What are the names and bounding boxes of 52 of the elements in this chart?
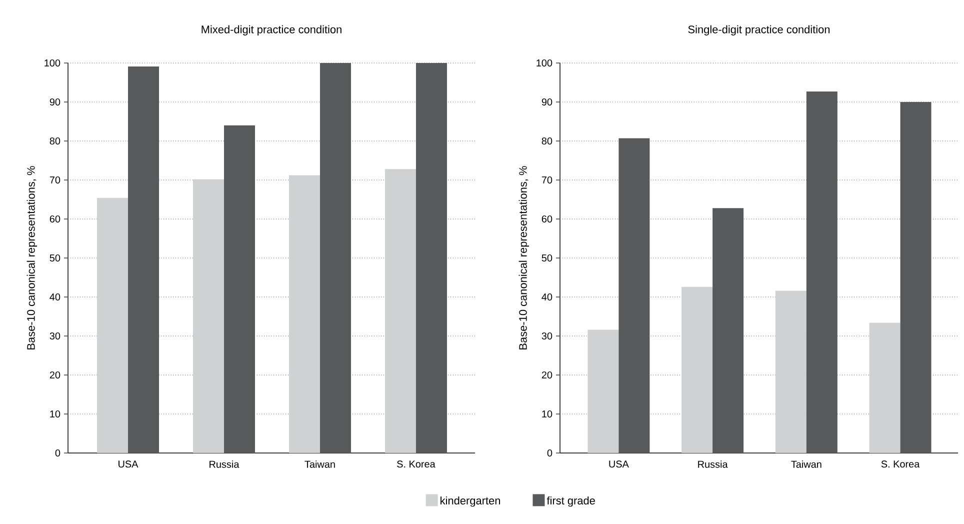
bar: [775, 290, 806, 453]
y-tick-label: 70: [50, 176, 60, 184]
chart-title: Mixed-digit practice condition: [202, 25, 342, 36]
y-tick-label: 50: [542, 254, 552, 262]
y-tick-label: 0: [55, 449, 60, 457]
y-tick-label: 100: [536, 59, 552, 67]
y-tick-label: 20: [542, 371, 552, 379]
bar: [384, 169, 416, 453]
x-tick-label: USA: [118, 460, 138, 468]
y-tick-label: 40: [50, 293, 60, 301]
bar: [192, 179, 224, 453]
y-axis-title: Base-10 canonical representations, %: [518, 166, 530, 350]
y-tick-label: 30: [50, 332, 60, 340]
y-tick-label: 10: [50, 410, 60, 418]
y-tick-label: 60: [50, 215, 60, 223]
y-tick-label: 30: [542, 332, 552, 340]
bar: [806, 91, 838, 453]
x-tick-label: Taiwan: [304, 460, 335, 468]
bar: [97, 198, 128, 453]
y-tick-label: 100: [44, 59, 60, 67]
x-tick-label: Russia: [210, 460, 240, 468]
x-tick-label: S. Korea: [881, 460, 920, 468]
y-tick-label: 40: [542, 293, 552, 301]
bar: [682, 286, 713, 453]
y-tick-label: 60: [542, 215, 552, 223]
chart-title: Single-digit practice condition: [688, 25, 830, 36]
bar: [712, 208, 744, 453]
y-tick-label: 90: [542, 98, 552, 106]
y-tick-label: 90: [50, 98, 60, 106]
legend-label: first grade: [546, 496, 595, 507]
y-axis-title: Base-10 canonical representations, %: [26, 166, 38, 350]
x-tick-label: Taiwan: [791, 460, 822, 468]
bar: [869, 322, 900, 453]
bar: [618, 138, 650, 453]
y-tick-label: 70: [542, 176, 552, 184]
bar: [900, 102, 932, 453]
legend-label: kindergarten: [440, 496, 500, 507]
bar: [320, 62, 351, 453]
y-tick-label: 50: [50, 254, 60, 262]
x-tick-label: S. Korea: [397, 460, 436, 468]
y-tick-label: 20: [50, 371, 60, 379]
x-tick-label: USA: [609, 460, 629, 468]
bar: [128, 66, 160, 453]
y-tick-label: 10: [542, 410, 552, 418]
x-tick-label: Russia: [698, 460, 728, 468]
bar: [416, 62, 447, 453]
y-tick-label: 80: [50, 137, 60, 145]
y-tick-label: 0: [547, 449, 552, 457]
bar: [288, 175, 320, 453]
y-tick-label: 80: [542, 137, 552, 145]
bar: [588, 330, 619, 453]
bar: [224, 125, 255, 453]
